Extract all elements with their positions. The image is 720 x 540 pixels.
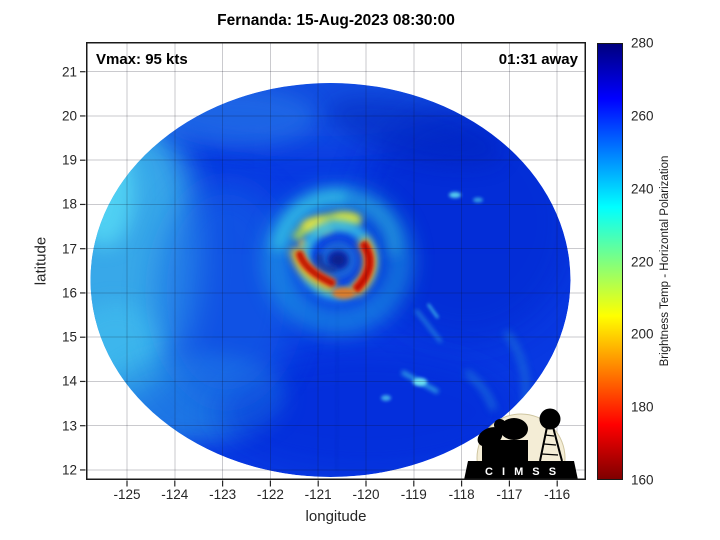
cimss-logo-text: C I M S S [485,466,559,478]
cbt-label: 240 [631,181,654,197]
xt-label: -119 [400,487,427,502]
cbt-label: 160 [631,472,654,488]
xt-label: -117 [496,487,523,502]
cimss-logo: C I M S S [464,408,578,480]
cbt-label: 180 [631,399,654,415]
cbt-label: 200 [631,326,654,342]
xt-label: -124 [161,487,189,502]
eta-annotation: 01:31 away [498,51,578,68]
yt-label: 13 [61,418,77,434]
xt-label: -118 [448,487,475,502]
yt-label: 17 [61,241,77,257]
yt-label: 15 [61,329,77,345]
brightness-temp-field [90,83,571,477]
yt-label: 19 [61,152,77,168]
xt-label: -123 [209,487,237,502]
xt-label: -120 [352,487,380,502]
yt-label: 18 [61,196,77,212]
xt-label: -116 [544,487,571,502]
colorbar-gradient [598,44,622,479]
xt-label: -122 [256,487,284,502]
plot-area: C I M S S Vmax: 95 kts 01:31 away [80,42,586,487]
y-axis-label: latitude [32,236,50,286]
gridlines [86,42,586,480]
axes-border [86,42,586,480]
yt-label: 12 [61,462,77,478]
cbt-label: 220 [631,254,654,269]
yt-label: 16 [61,285,77,301]
colorbar [597,43,623,480]
axis-ticks [80,71,558,487]
cbt-label: 280 [631,35,654,51]
xt-label: -125 [113,487,141,502]
cbt-label: 260 [631,108,654,124]
plot-title: Fernanda: 15-Aug-2023 08:30:00 [217,12,455,29]
yt-label: 20 [61,108,77,124]
colorbar-label: Brightness Temp - Horizontal Polarizatio… [659,155,671,367]
vmax-annotation: Vmax: 95 kts [96,51,188,68]
x-axis-label: longitude [305,508,367,525]
yt-label: 21 [61,64,77,80]
yt-label: 14 [61,373,77,389]
xt-label: -121 [304,487,332,502]
map-canvas: C I M S S [80,42,586,487]
